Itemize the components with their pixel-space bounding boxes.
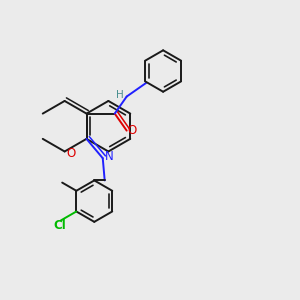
Text: O: O [128,124,137,137]
Text: N: N [105,150,114,163]
Text: H: H [116,90,124,100]
Text: O: O [67,147,76,161]
Text: Cl: Cl [53,219,66,232]
